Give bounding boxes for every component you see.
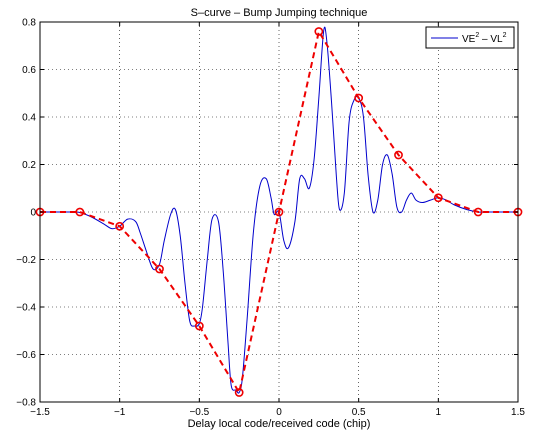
series-point-bump-jumping xyxy=(354,93,364,103)
series-point-bump-jumping xyxy=(115,221,125,231)
y-tick-label: 0.4 xyxy=(22,113,36,124)
legend-label: VE2 – VL2 xyxy=(462,32,507,45)
x-tick-label: −0.5 xyxy=(189,407,209,418)
chart-title: S–curve – Bump Jumping technique xyxy=(191,7,368,19)
legend-box xyxy=(425,26,515,49)
x-tick-label: −1.5 xyxy=(30,407,50,418)
legend-label-sup2: 2 xyxy=(503,32,507,39)
series-point-bump-jumping xyxy=(473,207,483,217)
x-tick-label: 0 xyxy=(276,407,282,418)
y-tick-label: 0 xyxy=(30,208,36,219)
series-line-s-curve xyxy=(39,26,518,394)
tick-layer: −1.5 −1 −0.5 0 0.5 1 1.5 −0.8 −0.6 −0.4 −0.2 0 0.2 0.… xyxy=(16,18,525,419)
y-tick-label: −0.6 xyxy=(16,350,36,361)
y-tick-label: 0.8 xyxy=(22,18,36,29)
legend: VE2 – VL2 xyxy=(425,26,515,49)
series-point-bump-jumping xyxy=(155,264,164,274)
legend-label-ve: VE xyxy=(462,34,476,45)
x-tick-label: 1 xyxy=(436,407,442,418)
y-tick-label: 0.2 xyxy=(22,160,36,171)
legend-label-sup1: 2 xyxy=(475,32,479,39)
series-point-bump-jumping xyxy=(75,207,85,217)
y-tick-label: −0.4 xyxy=(16,303,36,314)
x-tick-label: 1.5 xyxy=(511,407,525,418)
data-layer xyxy=(35,26,523,397)
x-tick-label: 0.5 xyxy=(352,407,366,418)
series-point-bump-jumping xyxy=(194,321,204,331)
y-tick-label: −0.8 xyxy=(16,398,36,409)
series-line-bump-jumping xyxy=(40,28,518,396)
series-point-bump-jumping xyxy=(314,27,324,36)
grid-layer xyxy=(40,22,518,402)
y-tick-label: −0.2 xyxy=(16,255,36,266)
y-tick-label: 0.6 xyxy=(22,65,36,76)
legend-label-mid: – VL xyxy=(479,34,503,45)
x-axis-label: Delay local code/received code (chip) xyxy=(188,418,371,430)
series-point-bump-jumping xyxy=(394,150,403,160)
series-point-bump-jumping xyxy=(433,193,443,203)
x-tick-label: −1 xyxy=(114,407,126,418)
series-point-bump-jumping xyxy=(274,207,284,217)
series-point-bump-jumping xyxy=(234,388,244,397)
